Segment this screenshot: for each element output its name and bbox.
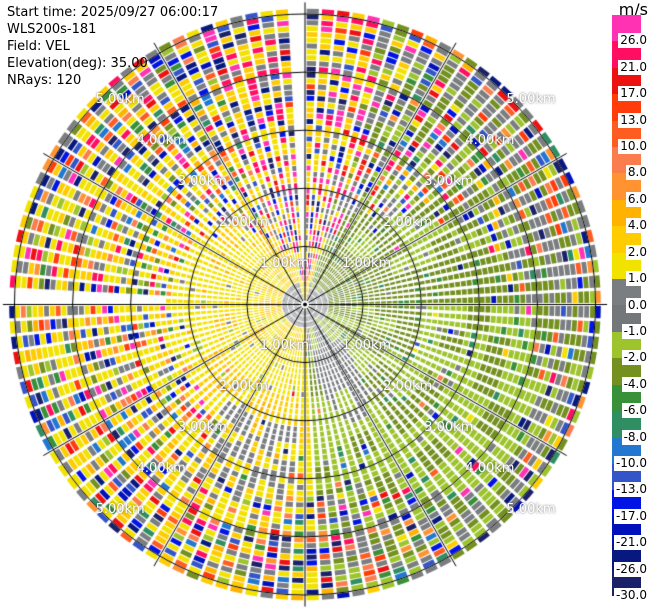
colorbar-tick: -26.0: [613, 561, 649, 577]
range-ring-label-1km-se: 1.00km: [342, 338, 392, 354]
colorbar-tick: -10.0: [613, 455, 649, 471]
colorbar-tick: 0.0: [625, 297, 649, 313]
colorbar-tick: -8.0: [621, 429, 649, 445]
range-ring-label-3km-nw: 3.00km: [177, 173, 227, 189]
range-ring-label-5km-ne: 5.00km: [506, 91, 556, 107]
range-ring-label-2km-ne: 2.00km: [383, 214, 433, 230]
colorbar-tick: -30.0: [613, 588, 649, 603]
range-ring-label-1km-sw: 1.00km: [259, 338, 310, 354]
range-ring-label-4km-nw: 4.00km: [136, 132, 186, 148]
instrument-text: WLS200s-181: [7, 22, 97, 37]
colorbar-tick: 10.0: [618, 139, 649, 155]
elevation-text: Elevation(deg): 35.00: [7, 56, 148, 71]
colorbar-tick: -17.0: [613, 508, 649, 524]
range-ring-label-5km-sw: 5.00km: [95, 502, 145, 518]
range-ring-label-2km-se: 2.00km: [383, 379, 433, 395]
start-time-text: Start time: 2025/09/27 06:00:17: [7, 5, 219, 20]
colorbar-tick: 13.0: [618, 112, 649, 128]
range-ring-label-2km-sw: 2.00km: [218, 379, 268, 395]
range-ring-label-4km-se: 4.00km: [465, 461, 515, 477]
colorbar-tick: 6.0: [625, 191, 649, 207]
range-ring-label-5km-nw: 5.00km: [95, 91, 145, 107]
nrays-text: NRays: 120: [7, 73, 82, 88]
colorbar-tick: 4.0: [625, 218, 649, 234]
colorbar-tick: 17.0: [618, 86, 649, 102]
range-ring-label-4km-ne: 4.00km: [465, 132, 515, 148]
colorbar-tick: -1.0: [621, 323, 649, 339]
range-ring-label-3km-se: 3.00km: [424, 420, 474, 436]
colorbar-tick: 8.0: [625, 165, 649, 181]
ppi-scan-canvas: [0, 0, 610, 610]
range-ring-label-1km-nw: 1.00km: [259, 255, 310, 271]
range-ring-label-5km-se: 5.00km: [506, 502, 556, 518]
colorbar-tick: 2.0: [625, 244, 649, 260]
range-ring-label-3km-sw: 3.00km: [177, 420, 227, 436]
colorbar-tick: -2.0: [621, 350, 649, 366]
range-ring-label-2km-nw: 2.00km: [218, 214, 268, 230]
scan-info: Start time: 2025/09/27 06:00:17 WLS200s-…: [7, 4, 218, 89]
range-ring-label-1km-ne: 1.00km: [342, 255, 392, 271]
range-ring-label-3km-ne: 3.00km: [424, 173, 474, 189]
field-text: Field: VEL: [7, 39, 70, 54]
colorbar-tick: 26.0: [618, 33, 649, 49]
colorbar: m/s 26.0 21.0 17.0 13.0 10.0 8.0 6.0 4.0 2.0 1.0 0…: [610, 0, 650, 610]
colorbar-tick: -13.0: [613, 482, 649, 498]
colorbar-tick: -4.0: [621, 376, 649, 392]
colorbar-tick: 21.0: [618, 59, 649, 75]
colorbar-units-label: m/s: [618, 0, 648, 19]
colorbar-tick: 1.0: [625, 271, 649, 287]
colorbar-tick: -21.0: [613, 535, 649, 551]
colorbar-tick: -6.0: [621, 403, 649, 419]
range-ring-label-4km-sw: 4.00km: [136, 461, 186, 477]
